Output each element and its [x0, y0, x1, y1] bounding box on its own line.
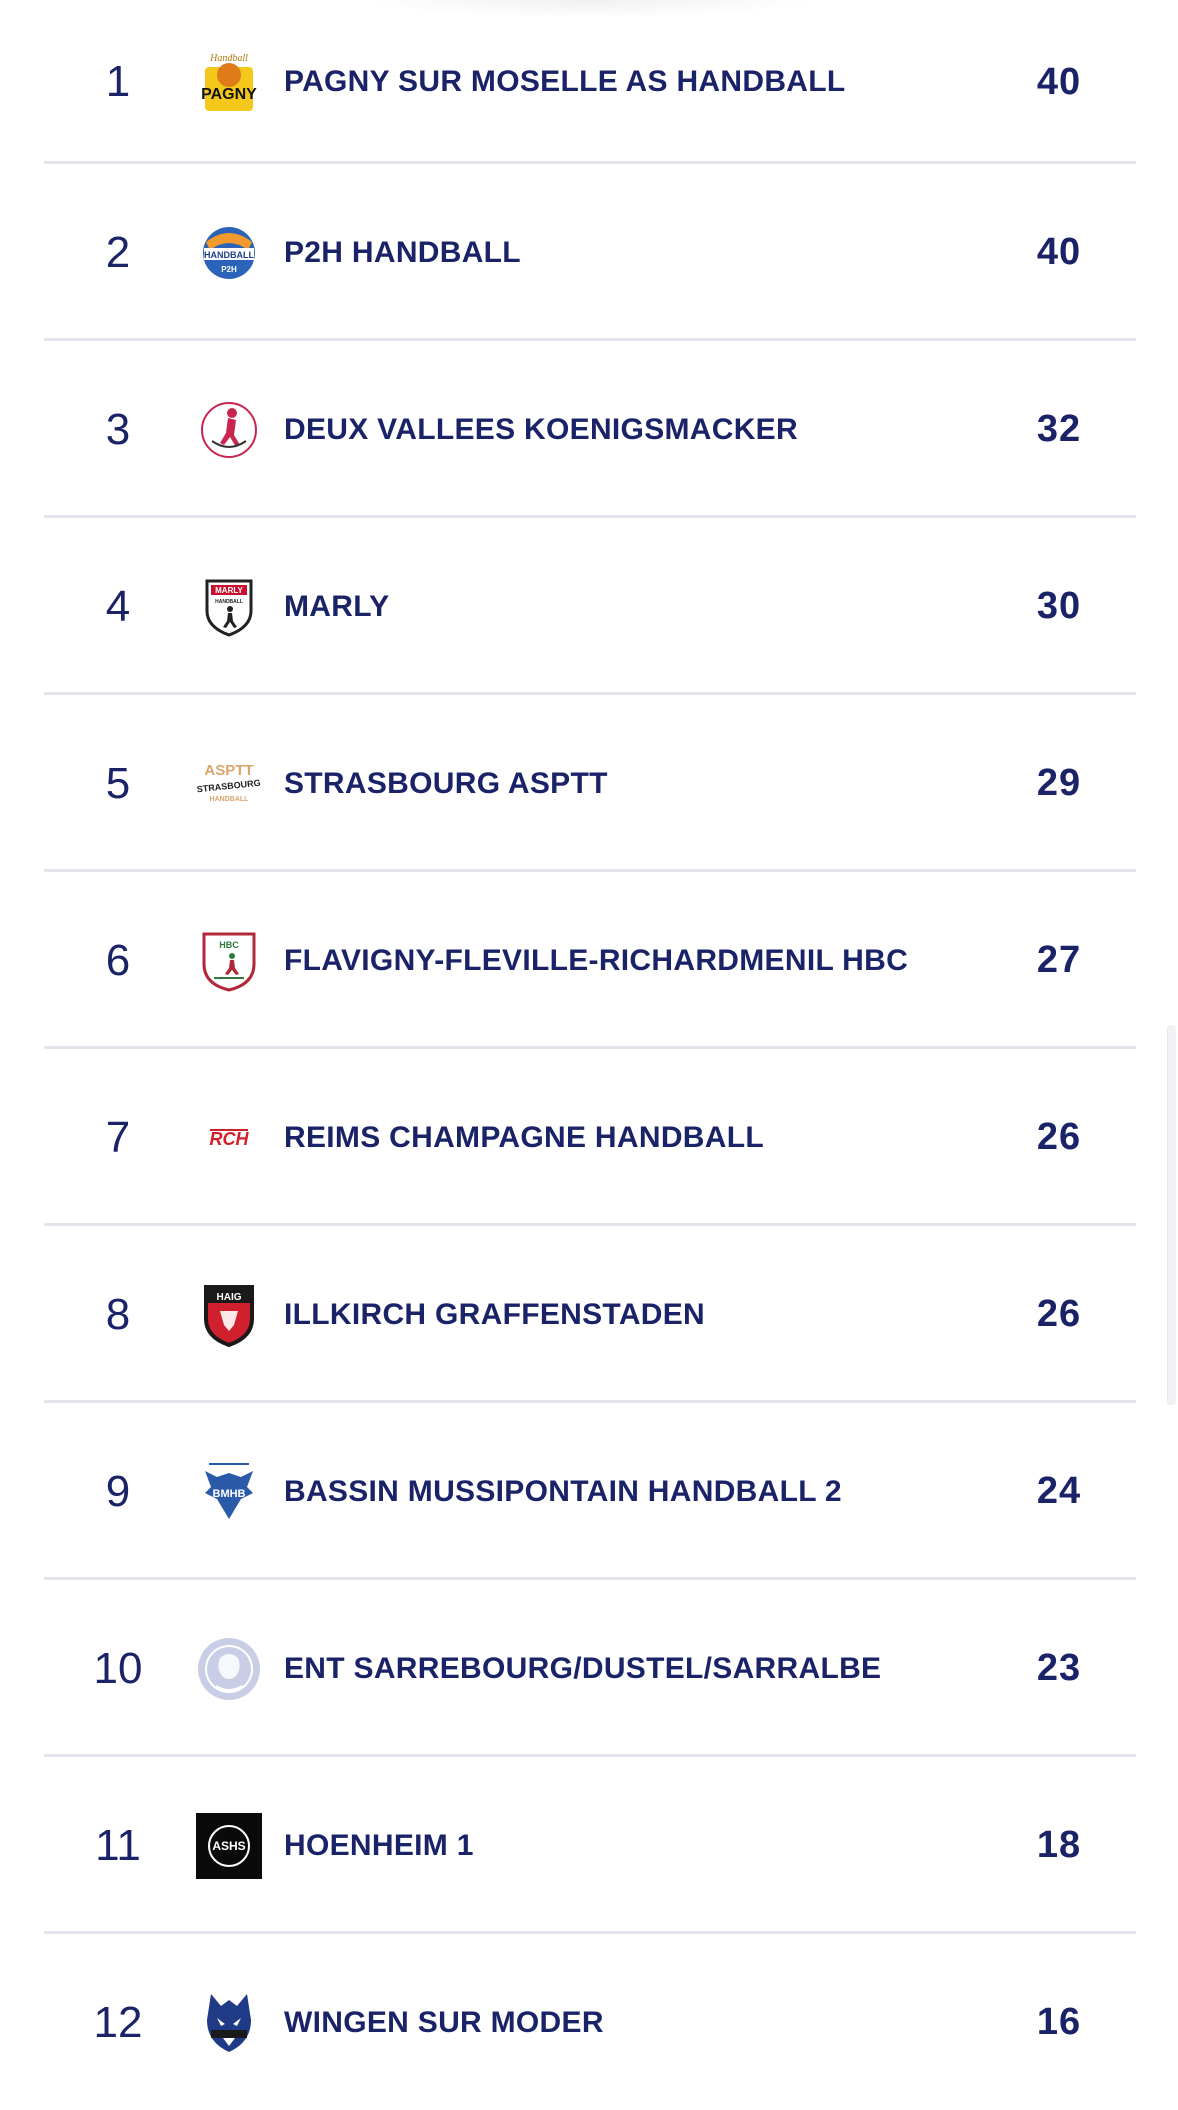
svg-text:Handball: Handball	[209, 53, 248, 64]
row-divider	[44, 1577, 1136, 1580]
svg-text:HBC: HBC	[219, 940, 239, 950]
team-name[interactable]: DEUX VALLEES KOENIGSMACKER	[284, 412, 798, 446]
svg-text:RCH: RCH	[210, 1129, 250, 1149]
top-shadow	[360, 0, 820, 18]
rank: 12	[93, 1997, 143, 2047]
p2h-logo-icon: HANDBALL P2H	[196, 220, 262, 286]
points: 40	[1036, 60, 1082, 103]
svg-text:STRASBOURG: STRASBOURG	[196, 777, 261, 794]
illkirch-logo-icon: HAIG	[196, 1282, 262, 1348]
points: 23	[1036, 1647, 1082, 1689]
wingen-logo-icon	[196, 1990, 262, 2056]
row-divider	[44, 1223, 1136, 1226]
points: 27	[1036, 939, 1082, 981]
points: 26	[1036, 1293, 1082, 1335]
rank: 5	[105, 758, 131, 808]
table-row[interactable]: 8 HAIG ILLKIRCH GRAFFENSTADEN 26	[44, 1226, 1136, 1403]
table-row[interactable]: 10 ENT SARREBOURG/DUSTEL/SARRALBE 23	[44, 1580, 1136, 1757]
svg-text:HAIG: HAIG	[217, 1292, 242, 1303]
row-divider	[44, 692, 1136, 695]
table-row[interactable]: 11 ASHS HOENHEIM 1 18	[44, 1757, 1136, 1934]
points: 26	[1036, 1116, 1082, 1158]
row-divider	[44, 1400, 1136, 1403]
rank: 11	[95, 1820, 141, 1870]
row-divider	[44, 1931, 1136, 1934]
row-divider	[44, 338, 1136, 341]
table-row[interactable]: 12 WINGEN SUR MODER 16	[44, 1934, 1136, 2110]
points: 32	[1036, 408, 1082, 450]
bassin-mussipontain-logo-icon: BMHB	[196, 1459, 262, 1525]
svg-text:P2H: P2H	[221, 265, 237, 274]
team-name[interactable]: WINGEN SUR MODER	[284, 2005, 604, 2039]
points: 30	[1036, 585, 1082, 627]
table-row[interactable]: 7 RCH REIMS CHAMPAGNE HANDBALL 26	[44, 1049, 1136, 1226]
svg-text:HANDBALL: HANDBALL	[215, 599, 243, 605]
svg-text:MARLY: MARLY	[215, 586, 243, 595]
points: 18	[1036, 1824, 1082, 1866]
team-name[interactable]: ILLKIRCH GRAFFENSTADEN	[284, 1297, 706, 1331]
points: 29	[1036, 762, 1082, 804]
table-row[interactable]: 4 MARLY HANDBALL MARLY 30	[44, 518, 1136, 695]
table-row[interactable]: 3 DEUX VALLEES KOENIGSMACKER 32	[44, 341, 1136, 518]
rank: 1	[105, 57, 131, 106]
marly-logo-icon: MARLY HANDBALL	[196, 574, 262, 640]
row-divider	[44, 161, 1136, 164]
team-name[interactable]: PAGNY SUR MOSELLE AS HANDBALL	[284, 65, 846, 98]
team-name[interactable]: FLAVIGNY-FLEVILLE-RICHARDMENIL HBC	[284, 943, 909, 977]
rank: 7	[105, 1112, 131, 1162]
points: 40	[1036, 231, 1082, 273]
rank: 2	[105, 227, 131, 277]
reims-logo-icon: RCH	[196, 1105, 262, 1171]
row-divider	[44, 1754, 1136, 1757]
strasbourg-asptt-logo-icon: ASPTT STRASBOURG HANDBALL	[196, 751, 262, 817]
svg-text:HANDBALL: HANDBALL	[204, 250, 254, 260]
table-row[interactable]: 9 BMHB BASSIN MUSSIPONTAIN HANDBALL 2 24	[44, 1403, 1136, 1580]
table-row[interactable]: 5 ASPTT STRASBOURG HANDBALL STRASBOURG A…	[44, 695, 1136, 872]
row-divider	[44, 869, 1136, 872]
team-name[interactable]: ENT SARREBOURG/DUSTEL/SARRALBE	[284, 1651, 882, 1685]
team-name[interactable]: BASSIN MUSSIPONTAIN HANDBALL 2	[284, 1474, 842, 1508]
row-divider	[44, 515, 1136, 518]
flavigny-logo-icon: HBC	[196, 928, 262, 994]
scrollbar[interactable]	[1167, 1025, 1176, 1405]
sarrebourg-logo-icon	[196, 1636, 262, 1702]
deux-vallees-logo-icon	[196, 397, 262, 463]
team-name[interactable]: HOENHEIM 1	[284, 1828, 474, 1862]
svg-text:PAGNY: PAGNY	[201, 86, 257, 103]
row-divider	[44, 1046, 1136, 1049]
team-name[interactable]: P2H HANDBALL	[284, 235, 521, 269]
table-row[interactable]: 1 Handball PAGNY PAGNY SUR MOSELLE AS HA…	[44, 0, 1136, 164]
rank: 8	[105, 1289, 131, 1339]
svg-text:ASHS: ASHS	[212, 1839, 245, 1853]
team-name[interactable]: REIMS CHAMPAGNE HANDBALL	[284, 1120, 764, 1154]
pagny-logo-icon: Handball PAGNY	[196, 49, 262, 115]
standings-list: 1 Handball PAGNY PAGNY SUR MOSELLE AS HA…	[44, 0, 1136, 2110]
svg-text:BMHB: BMHB	[213, 1488, 246, 1500]
team-name[interactable]: MARLY	[284, 589, 390, 623]
rank: 9	[105, 1466, 131, 1516]
rank: 10	[93, 1643, 143, 1693]
svg-text:ASPTT: ASPTT	[204, 762, 253, 779]
team-name[interactable]: STRASBOURG ASPTT	[284, 766, 608, 800]
svg-text:HANDBALL: HANDBALL	[210, 796, 250, 803]
rank: 6	[105, 935, 131, 985]
table-row[interactable]: 2 HANDBALL P2H P2H HANDBALL 40	[44, 164, 1136, 341]
rank: 3	[105, 404, 131, 454]
table-row[interactable]: 6 HBC FLAVIGNY-FLEVILLE-RICHARDMENIL HBC…	[44, 872, 1136, 1049]
hoenheim-logo-icon: ASHS	[196, 1812, 262, 1879]
rank: 4	[105, 581, 131, 631]
points: 16	[1036, 2001, 1082, 2043]
points: 24	[1036, 1470, 1082, 1512]
